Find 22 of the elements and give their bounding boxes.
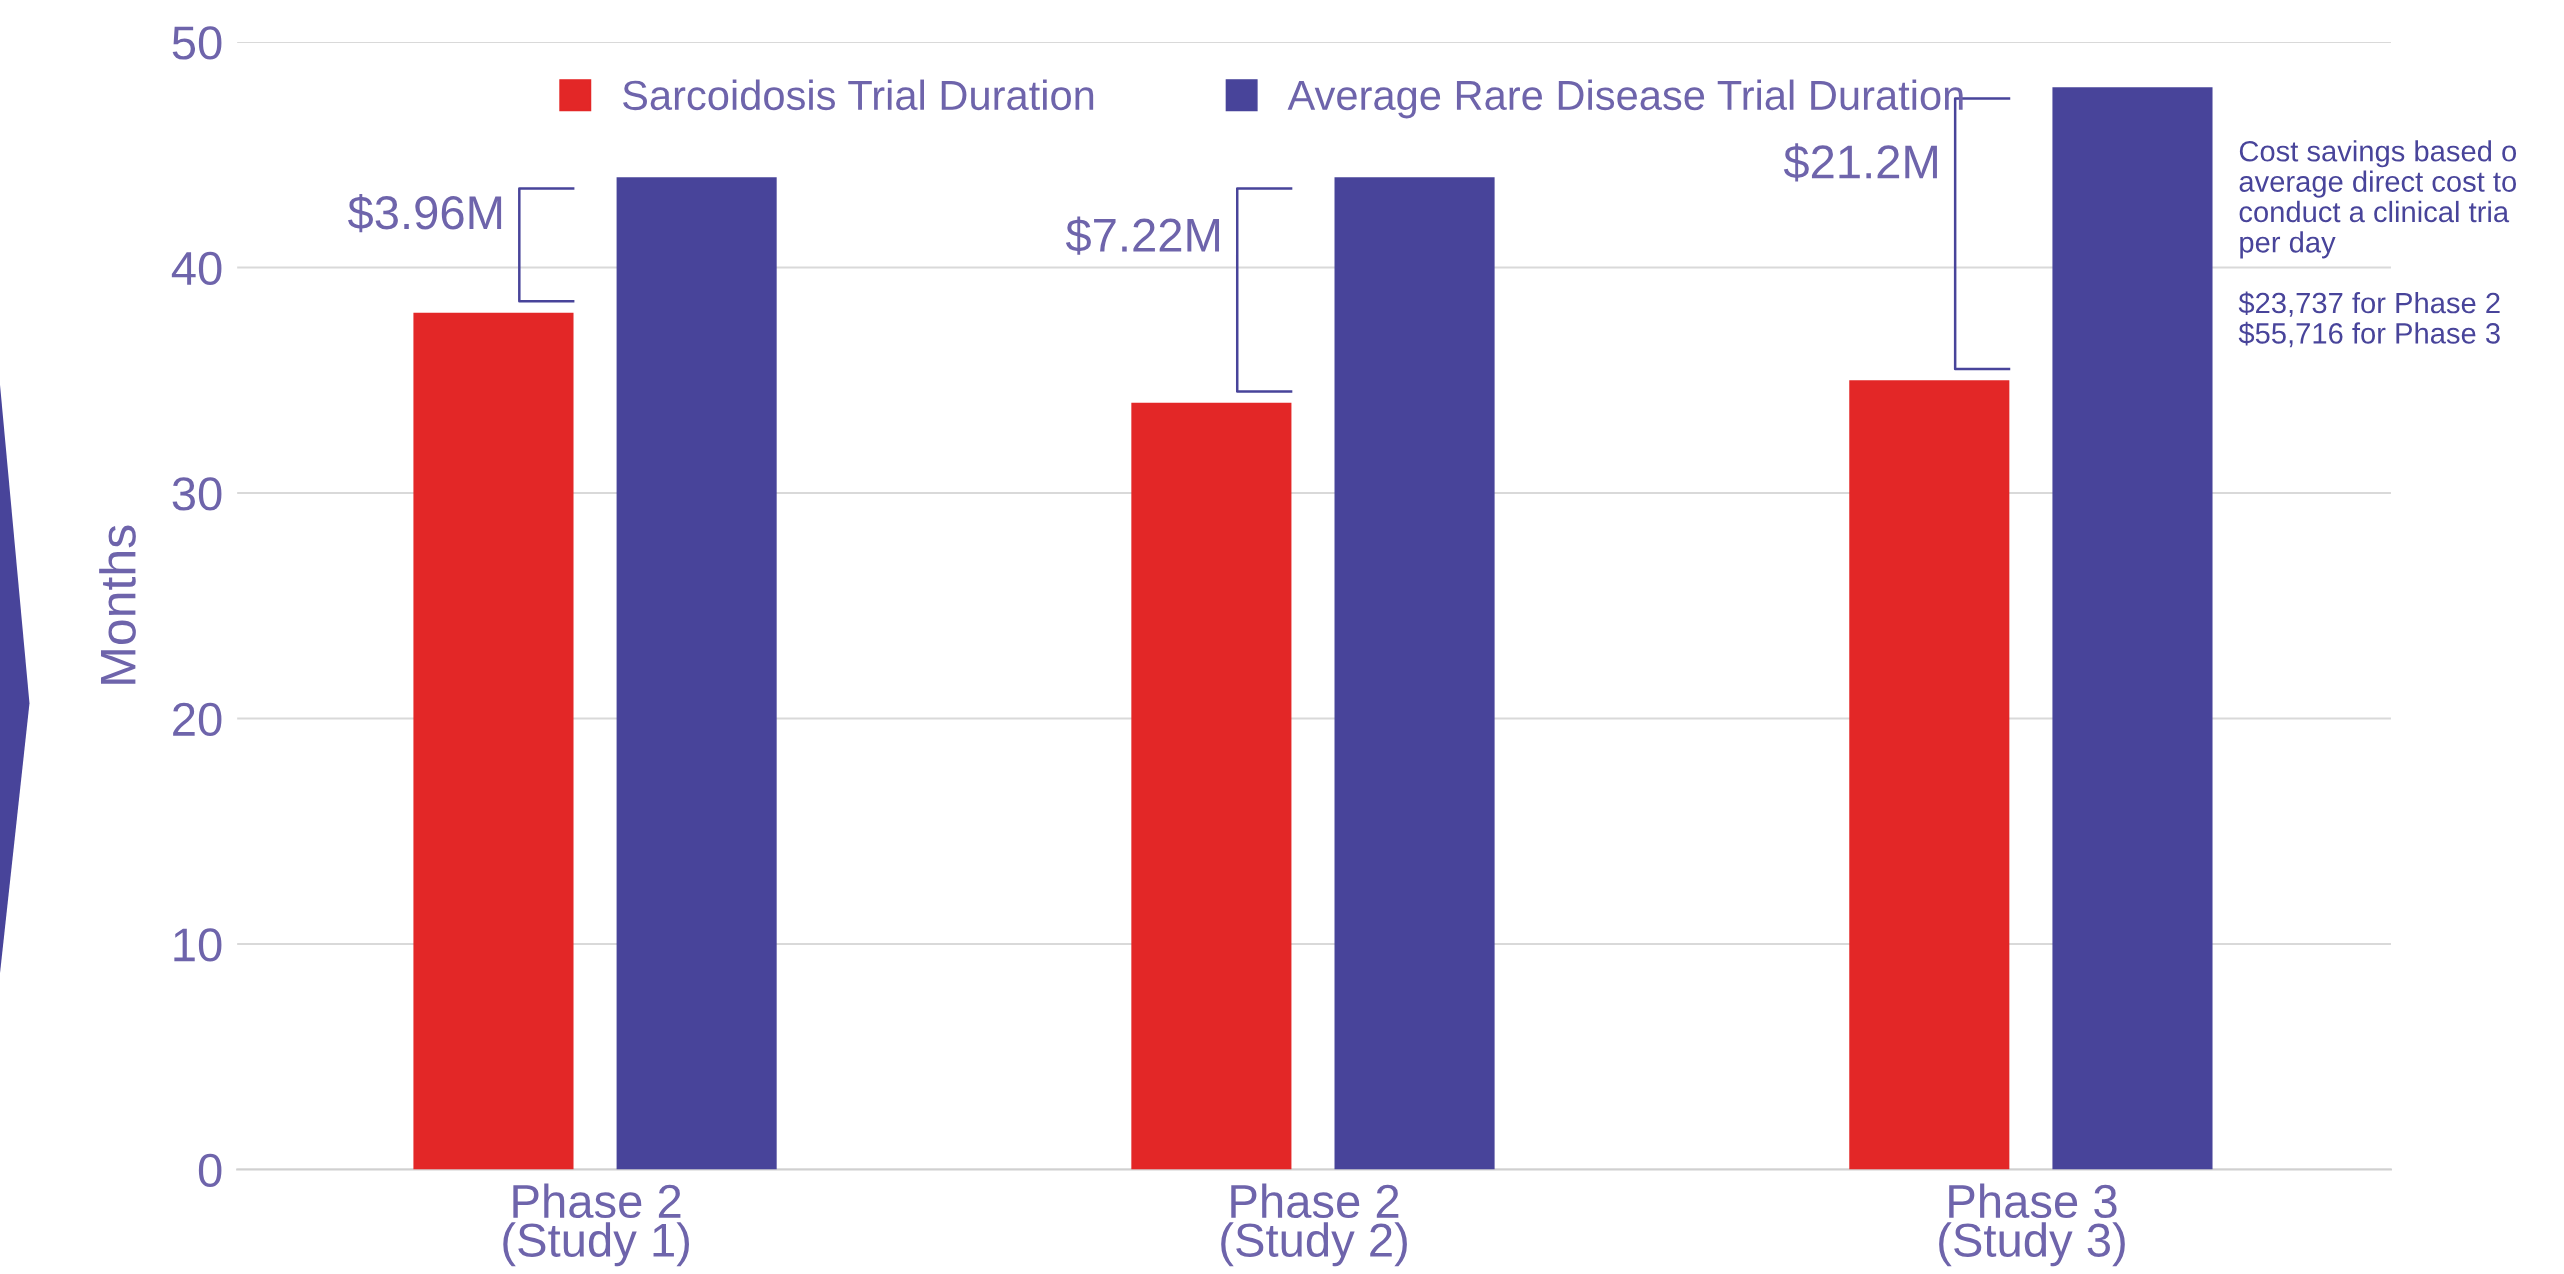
legend-label: Average Rare Disease Trial Duration [1287, 79, 1963, 119]
bar [1334, 177, 1495, 1170]
bar [413, 312, 574, 1170]
annotation: $21.2M [1783, 143, 1937, 182]
legend-label: Sarcoidosis Trial Duration [623, 79, 1094, 111]
y-tick-label: 30 [172, 477, 222, 511]
y-tick-label: 10 [174, 928, 222, 962]
bar [1849, 380, 2010, 1170]
y-tick-label: 50 [172, 26, 222, 60]
annotation: $3.96M [347, 194, 502, 233]
bar [1131, 402, 1292, 1170]
y-tick-label: 20 [173, 702, 222, 737]
x-tick-label: Phase 2 (Study 2) [1221, 1183, 1407, 1267]
y-tick-label: 0 [198, 1153, 222, 1188]
y-axis-title: Months [99, 525, 136, 684]
x-tick-label: Phase 3 (Study 3) [1939, 1183, 2125, 1267]
x-tick-label: Phase 2 (Study 1) [503, 1183, 689, 1267]
bar [2052, 87, 2213, 1170]
annotation: Cost savings based o average direct cost to conduct a clinical tria per day $23,737 for Phase 2 $55,716 for Phase 3 [2238, 140, 2517, 348]
bar [616, 177, 777, 1170]
y-tick-label: 40 [171, 251, 222, 286]
annotation: $7.22M [1065, 216, 1220, 255]
